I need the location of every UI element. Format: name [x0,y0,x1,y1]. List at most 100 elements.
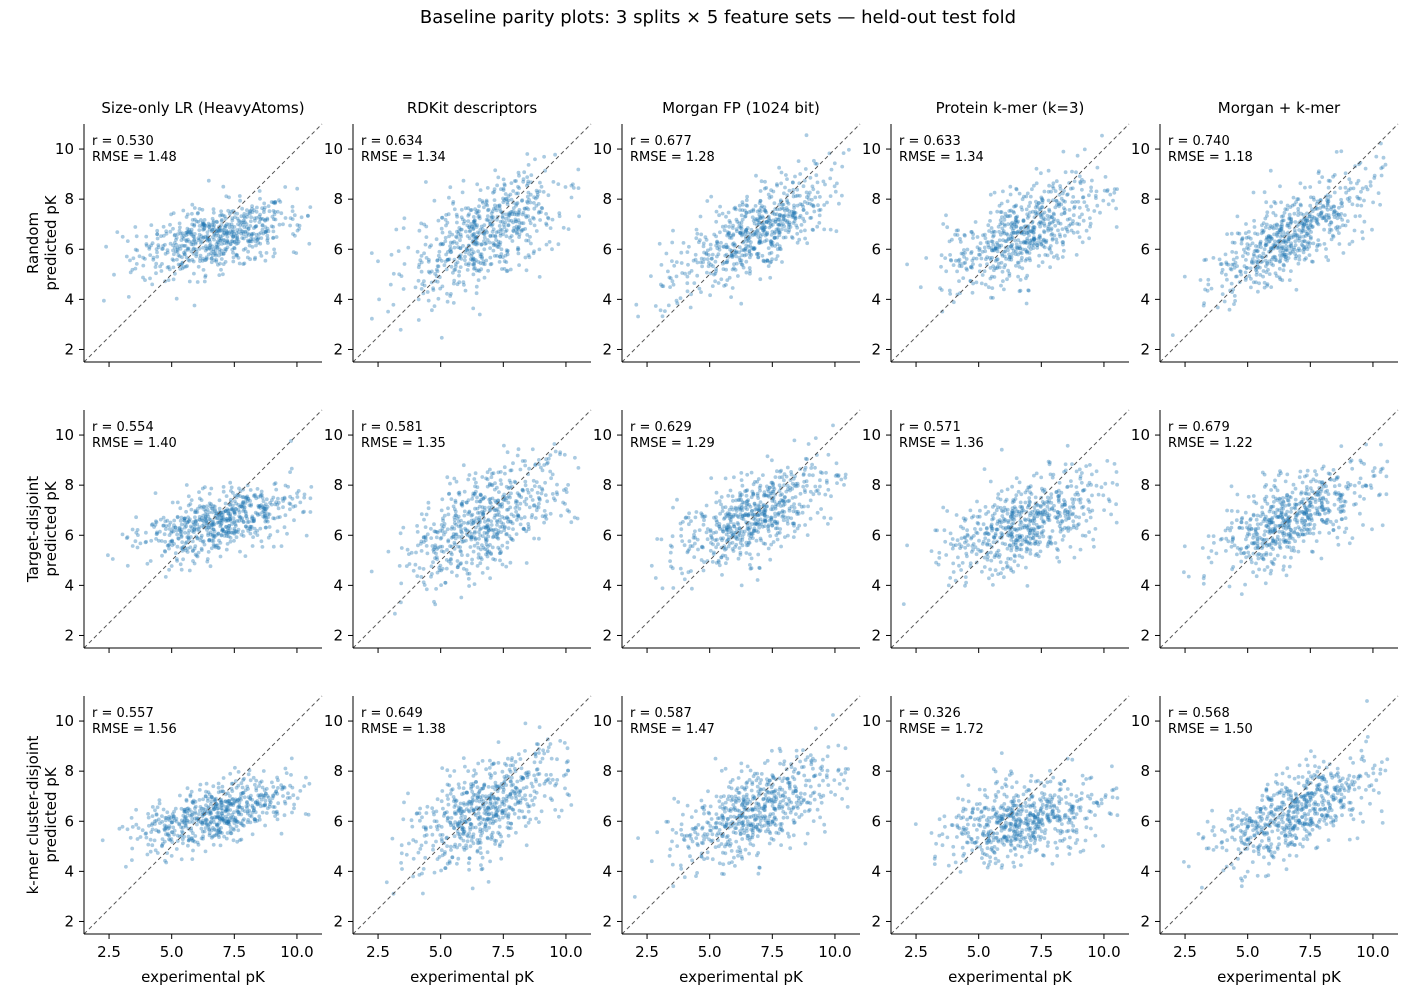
stat-r: r = 0.677 [630,134,692,149]
data-point [1231,257,1236,262]
data-point [509,491,513,496]
data-point [243,229,248,234]
data-point [784,474,789,479]
data-point [508,211,513,216]
data-point [280,496,285,501]
data-point [649,563,654,568]
data-point [1303,229,1308,234]
data-point [773,219,778,224]
identity-line [352,123,592,363]
data-point [440,284,445,289]
data-point [471,262,475,267]
data-point [760,204,764,209]
data-point [727,219,732,223]
data-point [260,505,265,509]
data-point [964,266,969,271]
data-point [1318,206,1323,210]
data-point [244,524,248,529]
data-point [657,241,662,246]
data-point [475,541,480,546]
data-point [1337,242,1342,246]
data-point [416,265,421,270]
data-point [1266,267,1270,272]
data-point [1303,185,1307,190]
data-point [487,497,492,502]
data-point [434,555,439,560]
data-point [211,207,216,212]
data-point [186,494,191,499]
data-point [251,535,256,539]
data-point [794,194,798,199]
data-point [803,490,807,494]
data-point [1258,239,1263,244]
data-point [484,552,488,557]
data-point [548,226,553,231]
data-point [467,248,472,253]
data-point [1356,196,1361,201]
data-point [1022,241,1026,245]
data-point [1235,231,1240,236]
column-title: Morgan + k-mer [1218,99,1341,117]
data-point [199,546,204,551]
data-point [738,495,742,499]
data-point [533,196,538,201]
data-point [411,568,416,573]
data-point [167,567,172,572]
data-point [770,523,775,528]
data-point [786,214,791,219]
data-point [194,254,199,259]
data-point [800,202,804,207]
data-point [449,561,453,566]
data-point [1285,203,1290,208]
data-point [777,511,781,515]
data-point [259,539,264,544]
data-point [477,269,482,273]
data-point [1038,233,1042,238]
data-point [770,257,774,262]
data-point [805,483,809,488]
data-point [1264,237,1269,242]
data-point [1256,244,1261,249]
data-point [1334,211,1339,215]
data-point [783,185,787,190]
data-point [258,493,263,497]
data-point [759,225,764,230]
data-point [264,506,269,511]
data-point [470,532,474,536]
data-point [1379,166,1384,171]
data-point [192,234,197,239]
data-point [227,231,231,235]
data-point [182,516,187,521]
data-point [434,551,438,556]
data-point [232,246,237,250]
data-point [224,247,229,252]
data-point [1329,207,1333,212]
data-point [777,246,782,251]
data-point [201,504,206,509]
data-point [681,241,686,245]
data-point [1293,230,1297,235]
data-point [1339,197,1343,202]
data-point [288,470,292,474]
data-point [271,229,276,234]
data-point [540,514,545,519]
data-point [781,217,786,222]
data-point [465,234,470,239]
data-point [1370,227,1374,232]
data-point [218,228,223,233]
data-point [679,534,683,538]
data-point [505,545,510,550]
data-point [426,298,431,303]
data-point [779,468,783,473]
data-point [206,550,211,554]
data-point [979,256,984,261]
data-point [1242,264,1247,269]
data-point [453,264,458,269]
data-point [193,515,197,520]
data-point [649,274,653,278]
data-point [738,493,743,498]
data-point [218,234,223,239]
data-point [232,530,236,535]
data-point [455,565,460,570]
data-point [151,255,156,260]
